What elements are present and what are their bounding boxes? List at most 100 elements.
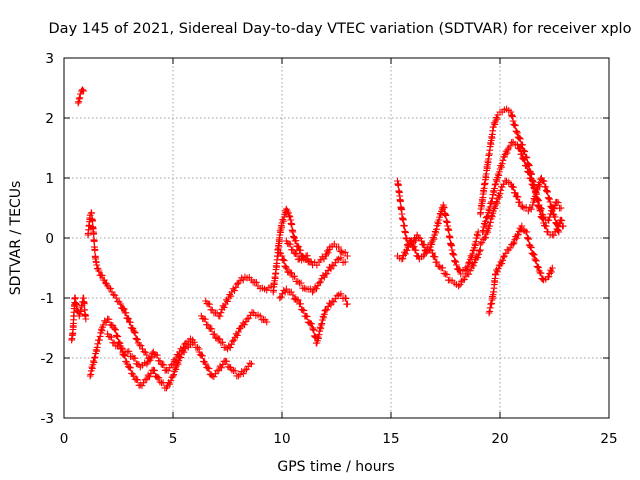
data-point-marker <box>146 356 154 364</box>
data-point-marker <box>552 220 560 227</box>
data-point-marker <box>287 288 295 296</box>
data-point-marker <box>112 326 119 334</box>
data-point-marker <box>160 361 168 369</box>
data-point-marker <box>233 332 241 339</box>
data-point-marker <box>332 259 339 267</box>
data-point-marker <box>320 314 328 322</box>
data-point-marker <box>474 254 482 261</box>
y-tick-label: 3 <box>45 51 54 67</box>
data-point-marker <box>508 139 516 146</box>
data-point-marker <box>546 198 554 206</box>
data-point-marker <box>219 361 227 368</box>
data-point-marker <box>320 310 328 318</box>
data-point-marker <box>344 252 351 260</box>
data-point-marker <box>153 351 161 359</box>
data-point-marker <box>197 351 205 359</box>
data-point-marker <box>246 359 254 367</box>
data-point-marker <box>513 128 521 136</box>
data-point-marker <box>82 315 90 323</box>
data-point-marker <box>90 230 98 238</box>
data-point-marker <box>315 279 323 287</box>
data-point-marker <box>306 319 314 327</box>
x-axis-label: GPS time / hours <box>277 459 394 475</box>
data-point-marker <box>219 338 226 346</box>
data-point-marker <box>125 347 133 355</box>
data-point-marker <box>138 382 146 390</box>
data-point-marker <box>151 367 158 374</box>
data-point-marker <box>524 168 532 176</box>
data-point-marker <box>323 270 331 278</box>
data-point-marker <box>117 300 125 308</box>
x-tick-label: 25 <box>600 431 617 447</box>
data-point-marker <box>493 268 501 276</box>
data-point-marker <box>518 150 526 158</box>
data-point-marker <box>487 200 495 207</box>
data-point-marker <box>201 315 209 323</box>
data-point-marker <box>123 348 131 356</box>
data-point-marker <box>524 168 532 175</box>
data-point-marker <box>277 293 285 301</box>
data-point-marker <box>445 226 453 234</box>
data-point-marker <box>453 261 460 269</box>
data-point-marker <box>107 285 114 292</box>
y-tick-label: -3 <box>41 411 54 427</box>
data-point-marker <box>515 134 523 142</box>
data-point-marker <box>436 263 444 271</box>
data-point-marker <box>206 300 214 308</box>
data-point-marker <box>486 219 494 226</box>
x-tick-label: 20 <box>491 431 508 447</box>
data-point-marker <box>439 264 446 272</box>
data-point-marker <box>523 228 531 236</box>
data-point-marker <box>235 372 242 380</box>
data-point-marker <box>212 370 219 378</box>
data-point-marker <box>499 256 507 264</box>
data-point-marker <box>500 253 507 261</box>
data-point-marker <box>194 344 201 351</box>
data-point-marker <box>338 248 345 256</box>
data-point-marker <box>112 294 120 302</box>
data-point-marker <box>96 333 104 340</box>
data-point-marker <box>482 217 490 225</box>
data-point-marker <box>330 298 338 306</box>
data-point-marker <box>112 332 120 339</box>
data-point-marker <box>233 280 241 288</box>
data-point-marker <box>486 222 494 230</box>
data-point-marker <box>110 339 118 347</box>
data-point-marker <box>294 278 302 285</box>
data-point-marker <box>548 268 555 276</box>
data-point-marker <box>76 90 84 98</box>
data-point-marker <box>217 339 225 347</box>
data-point-marker <box>216 335 224 343</box>
data-point-marker <box>239 370 247 378</box>
data-point-marker <box>115 342 123 350</box>
data-point-marker <box>181 340 189 348</box>
data-point-marker <box>216 312 224 320</box>
data-point-marker <box>520 155 528 163</box>
data-point-marker <box>318 320 326 327</box>
data-point-marker <box>468 250 476 258</box>
data-point-marker <box>514 193 522 201</box>
data-point-marker <box>126 363 133 371</box>
data-point-marker <box>248 308 256 316</box>
data-point-marker <box>280 257 288 264</box>
data-point-marker <box>527 175 535 182</box>
data-point-marker <box>205 365 213 372</box>
data-point-marker <box>460 276 468 283</box>
data-point-marker <box>337 290 345 298</box>
data-point-marker <box>252 278 260 286</box>
data-point-marker <box>341 258 349 266</box>
data-point-marker <box>111 325 119 333</box>
data-point-marker <box>229 337 237 345</box>
data-point-marker <box>475 250 483 258</box>
data-point-marker <box>548 264 556 272</box>
data-point-marker <box>442 212 450 219</box>
data-point-marker <box>516 135 524 143</box>
data-point-marker <box>516 145 524 153</box>
data-point-marker <box>308 320 315 328</box>
data-point-marker <box>455 282 462 290</box>
data-point-marker <box>276 294 284 302</box>
data-point-marker <box>147 370 155 377</box>
data-point-marker <box>105 315 113 323</box>
data-point-marker <box>175 352 182 360</box>
data-point-marker <box>551 213 559 221</box>
